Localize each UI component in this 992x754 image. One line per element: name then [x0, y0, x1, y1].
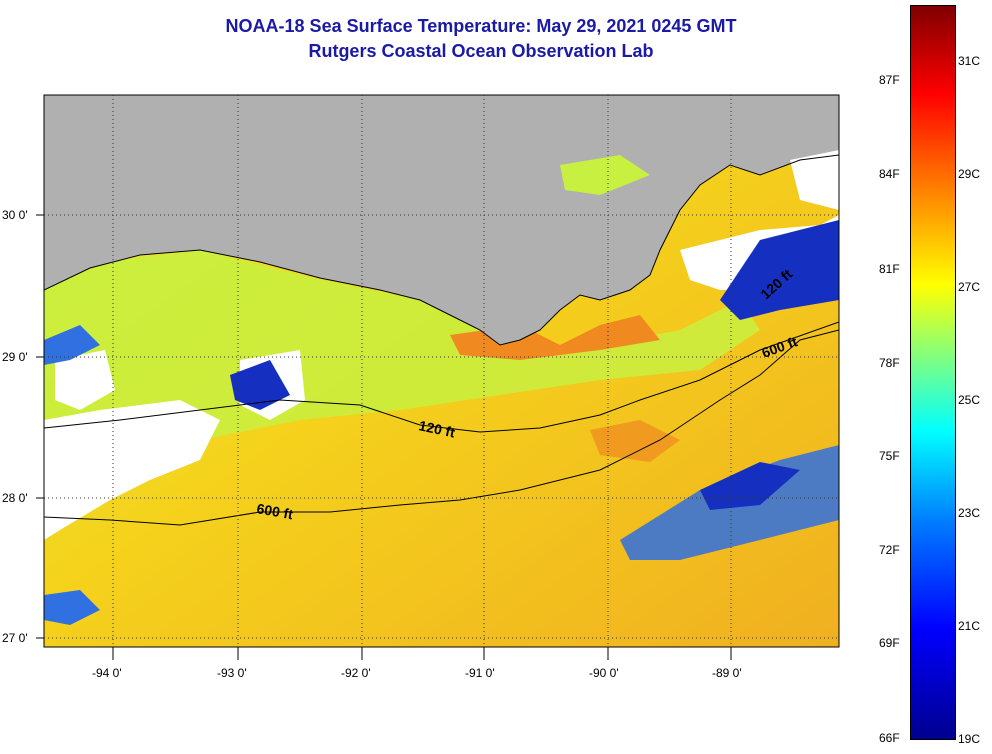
chart-subtitle: Rutgers Coastal Ocean Observation Lab [308, 41, 654, 61]
lon-label-92: -92 0' [341, 666, 371, 680]
colorbar-f-72: 72F [879, 543, 900, 557]
temperature-colorbar [910, 5, 956, 740]
warm-offshore-patch [590, 420, 680, 462]
colorbar-c-21: 21C [958, 619, 981, 633]
lat-label-28: 28 0' [2, 491, 28, 505]
contour-label-120-west: 120 ft [417, 417, 456, 440]
contour-600ft [44, 329, 839, 526]
graticule [44, 95, 839, 647]
lat-label-30: 30 0' [2, 208, 28, 222]
cold-patch-southwest [44, 590, 100, 625]
warm-coastal-zone [450, 315, 660, 360]
chart-title: NOAA-18 Sea Surface Temperature: May 29,… [225, 16, 737, 36]
lon-label-94: -94 0' [92, 666, 122, 680]
colorbar-c-29: 29C [958, 167, 981, 181]
colorbar-f-84: 84F [879, 167, 900, 181]
cloud-west [44, 400, 220, 540]
colorbar-f-66: 66F [879, 731, 900, 745]
colorbar-c-31: 31C [958, 54, 981, 68]
lon-label-91: -91 0' [465, 666, 495, 680]
lon-label-89: -89 0' [712, 666, 742, 680]
cloud-west-2 [55, 350, 115, 410]
colorbar-c-27: 27C [958, 280, 981, 294]
colorbar-f-87: 87F [879, 73, 900, 87]
cloud-north [560, 155, 650, 195]
colorbar-f-81: 81F [879, 262, 900, 276]
lon-label-93: -93 0' [217, 666, 247, 680]
shelf-green-zone [44, 250, 760, 470]
contour-label-600-west: 600 ft [255, 500, 294, 522]
lat-label-27: 27 0' [2, 631, 28, 645]
contour-120ft [44, 321, 839, 433]
colorbar-f-69: 69F [879, 636, 900, 650]
colorbar-f-75: 75F [879, 449, 900, 463]
lon-label-90: -90 0' [589, 666, 619, 680]
colorbar-c-25: 25C [958, 393, 981, 407]
colorbar-f-78: 78F [879, 356, 900, 370]
colorbar-c-23: 23C [958, 506, 981, 520]
land-area [44, 95, 839, 345]
tick-marks [36, 214, 732, 660]
cloud-northeast [790, 150, 839, 210]
map-frame [43, 94, 840, 648]
cold-patch-east [720, 220, 839, 320]
cold-patch-central [230, 360, 290, 410]
coastline [44, 154, 839, 346]
cold-patch-west [44, 325, 100, 365]
colorbar-c-19: 19C [958, 732, 981, 746]
lat-label-29: 29 0' [2, 350, 28, 364]
